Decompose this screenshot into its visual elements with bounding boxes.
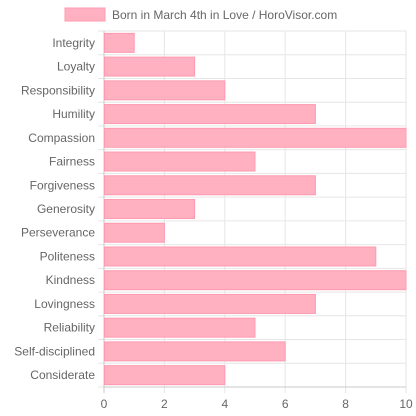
legend[interactable]: Born in March 4th in Love / HoroVisor.co… <box>64 7 337 22</box>
x-tick-label: 4 <box>221 397 228 411</box>
bar-integrity[interactable] <box>104 32 135 53</box>
y-tick-label: Self-disciplined <box>14 344 95 358</box>
x-tick-label: 0 <box>101 397 108 411</box>
bars <box>104 32 407 386</box>
y-tick-label: Perseverance <box>21 226 95 240</box>
x-tick-label: 8 <box>342 397 349 411</box>
y-tick-label: Reliability <box>44 321 95 335</box>
bar-compassion[interactable] <box>104 127 407 148</box>
y-tick-label: Generosity <box>37 202 95 216</box>
x-tick-label: 10 <box>399 397 413 411</box>
y-tick-label: Fairness <box>49 155 95 169</box>
bar-humility[interactable] <box>104 104 316 125</box>
bar-fairness[interactable] <box>104 151 256 172</box>
y-tick-label: Loyalty <box>57 60 95 74</box>
y-tick-label: Integrity <box>52 36 95 50</box>
bar-lovingness[interactable] <box>104 293 316 314</box>
y-tick-label: Considerate <box>30 368 95 382</box>
bar-politeness[interactable] <box>104 246 377 267</box>
y-tick-label: Forgiveness <box>30 178 95 192</box>
y-tick-label: Humility <box>52 107 95 121</box>
bar-responsibility[interactable] <box>104 80 226 101</box>
y-axis-labels: Integrity Loyalty Responsibility Humility Co… <box>14 36 95 382</box>
y-tick-label: Politeness <box>40 249 95 263</box>
bar-generosity[interactable] <box>104 199 196 219</box>
bar-loyalty[interactable] <box>104 56 196 77</box>
x-tick-label: 6 <box>282 397 289 411</box>
bar-reliability[interactable] <box>104 317 256 338</box>
legend-swatch <box>64 7 106 22</box>
bar-considerate[interactable] <box>104 365 226 386</box>
y-tick-label: Lovingness <box>34 297 95 311</box>
x-axis-labels: 0 2 4 6 8 10 <box>101 397 413 411</box>
bar-kindness[interactable] <box>104 270 407 291</box>
y-tick-label: Kindness <box>46 273 95 287</box>
y-tick-label: Responsibility <box>21 83 95 97</box>
y-tick-label: Compassion <box>28 131 95 145</box>
bar-self-disciplined[interactable] <box>104 341 286 362</box>
bar-perseverance[interactable] <box>104 222 165 243</box>
bar-forgiveness[interactable] <box>104 175 316 196</box>
legend-label: Born in March 4th in Love / HoroVisor.co… <box>112 8 337 22</box>
x-tick-label: 2 <box>161 397 168 411</box>
